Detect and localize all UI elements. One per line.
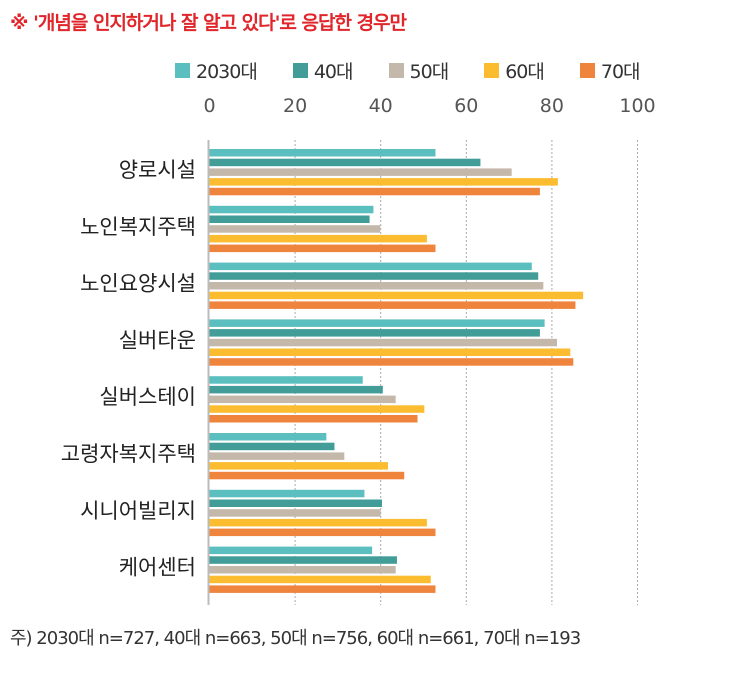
bar: [209, 462, 388, 470]
legend-label: 50대: [409, 61, 450, 83]
tick-label: 20: [283, 95, 307, 117]
bar: [209, 262, 532, 271]
bar: [209, 489, 365, 498]
bar: [209, 585, 436, 593]
category-label: 실버타운: [119, 328, 196, 352]
bar: [209, 348, 571, 356]
legend-swatch: [175, 63, 190, 78]
category-label: 케어센터: [119, 556, 196, 580]
bar: [209, 415, 418, 423]
bar: [209, 158, 481, 167]
bar: [209, 471, 405, 480]
legend-item: 50대: [388, 57, 450, 84]
tick-label: 0: [203, 95, 215, 117]
tick-label: 60: [454, 95, 478, 117]
bar: [209, 385, 383, 394]
category-label: 실버스테이: [99, 385, 196, 409]
legend-item: 40대: [292, 57, 354, 84]
legend-item: 60대: [484, 57, 545, 84]
legend-swatch: [484, 63, 500, 78]
category-label: 노인요양시설: [80, 272, 196, 296]
legend-label: 60대: [505, 61, 545, 83]
bar: [209, 234, 427, 243]
tick-label: 80: [540, 95, 564, 117]
bar: [209, 566, 396, 574]
bar: [209, 442, 335, 451]
bar: [209, 178, 558, 186]
bar: [209, 395, 396, 404]
category-label: 노인복지주택: [80, 215, 196, 239]
bar: [209, 358, 574, 366]
bar: [209, 244, 436, 253]
bar: [209, 301, 576, 309]
bar: [209, 509, 381, 517]
category-label: 시니어빌리지: [80, 499, 196, 523]
legend-item: 2030대: [175, 57, 258, 84]
footnote: 주) 2030대 n=727, 40대 n=663, 50대 n=756, 60…: [10, 628, 581, 649]
bar: [209, 338, 558, 347]
bar: [209, 405, 425, 413]
bar: [209, 215, 370, 223]
legend-label: 2030대: [196, 61, 258, 83]
legend-item: 70대: [579, 57, 641, 84]
bar: [209, 319, 545, 327]
category-label: 고령자복지주택: [61, 442, 196, 466]
bar: [209, 376, 363, 384]
bar: [209, 433, 327, 441]
bar: [209, 528, 436, 537]
bar: [209, 329, 540, 337]
bar: [209, 282, 544, 290]
bar: [209, 168, 512, 176]
bar: [209, 518, 427, 527]
bar: [209, 225, 381, 233]
bar: [209, 499, 382, 507]
legend-label: 40대: [313, 61, 354, 83]
bar: [209, 452, 345, 460]
legend-swatch: [579, 63, 595, 78]
bar: [209, 187, 540, 196]
bar: [209, 546, 373, 555]
bar: [209, 556, 397, 564]
tick-label: 100: [619, 95, 655, 117]
legend: 2030대 40대 50대 60대 70대: [175, 57, 676, 84]
legend-swatch: [388, 63, 404, 78]
category-label: 양로시설: [119, 158, 196, 182]
bar: [209, 272, 539, 280]
note: ※ '개념을 인지하거나 잘 알고 있다'로 응답한 경우만: [10, 12, 407, 34]
bar: [209, 291, 584, 300]
bar: [209, 149, 436, 157]
bar: [209, 205, 374, 214]
bar: [209, 575, 431, 584]
tick-label: 40: [369, 95, 393, 117]
legend-label: 70대: [600, 61, 641, 83]
legend-swatch: [292, 63, 308, 78]
